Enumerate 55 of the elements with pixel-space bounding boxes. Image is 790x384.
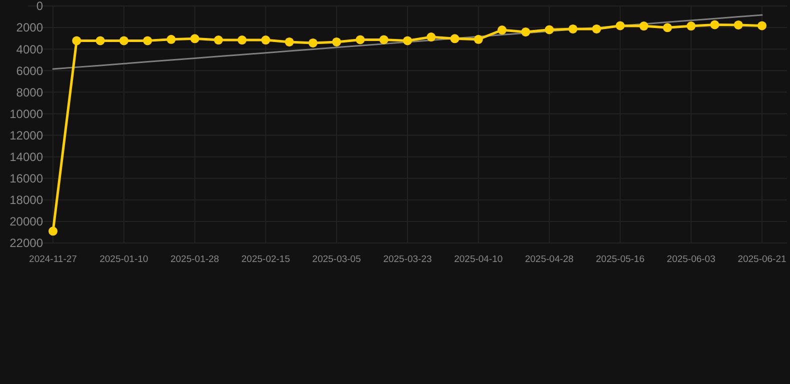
point: [96, 36, 105, 46]
x-tick-label: 2025-03-23: [383, 254, 432, 265]
point: [238, 36, 247, 45]
x-tick-label: 2025-01-10: [100, 254, 148, 265]
point: [403, 36, 412, 46]
point: [686, 22, 696, 31]
point: [450, 34, 460, 44]
point: [592, 24, 602, 34]
point: [72, 36, 82, 46]
y-tick-label: 12000: [10, 128, 44, 142]
point: [308, 38, 318, 48]
point: [119, 36, 128, 46]
point: [261, 36, 270, 45]
point: [356, 35, 365, 44]
point: [166, 34, 176, 44]
line-series: [52, 14, 763, 70]
point: [143, 36, 152, 46]
point: [568, 24, 578, 34]
x-tick-label: 2025-06-03: [666, 254, 716, 265]
x-tick-label: 2025-04-10: [454, 254, 503, 265]
point: [48, 226, 58, 236]
point: [474, 34, 483, 44]
point: [639, 22, 648, 31]
point: [616, 21, 625, 30]
y-tick-label: 16000: [10, 172, 44, 186]
x-tick-label: 2025-04-28: [524, 254, 574, 265]
point: [758, 21, 766, 30]
point: [734, 20, 743, 30]
x-tick-label: 2025-01-28: [170, 254, 220, 265]
point: [214, 36, 223, 45]
point: [284, 37, 294, 46]
point: [498, 26, 507, 35]
y-tick-label: 4000: [16, 42, 44, 56]
point: [662, 23, 672, 32]
point: [521, 27, 530, 36]
y-tick-label: 8000: [16, 85, 44, 100]
x-tick-label: 2025-02-15: [241, 254, 290, 265]
point: [710, 20, 720, 30]
point: [379, 35, 388, 44]
y-tick-label: 22000: [10, 236, 44, 250]
point: [426, 32, 436, 42]
point: [190, 34, 200, 44]
y-tick-label: 18000: [10, 193, 44, 208]
point: [332, 37, 342, 46]
x-tick-label: 2025-06-21: [738, 254, 786, 265]
y-tick-label: 0: [36, 0, 44, 14]
x-tick-label: 2025-05-16: [596, 254, 645, 265]
y-tick-label: 6000: [16, 64, 44, 78]
y-tick-label: 14000: [10, 150, 44, 164]
x-tick-label: 2025-03-05: [312, 254, 361, 265]
y-tick-label: 20000: [10, 214, 44, 229]
point: [544, 25, 554, 34]
y-tick-label: 2000: [16, 20, 44, 35]
x-tick-label: 2024-11-27: [29, 254, 77, 265]
y-tick-label: 10000: [10, 106, 44, 121]
